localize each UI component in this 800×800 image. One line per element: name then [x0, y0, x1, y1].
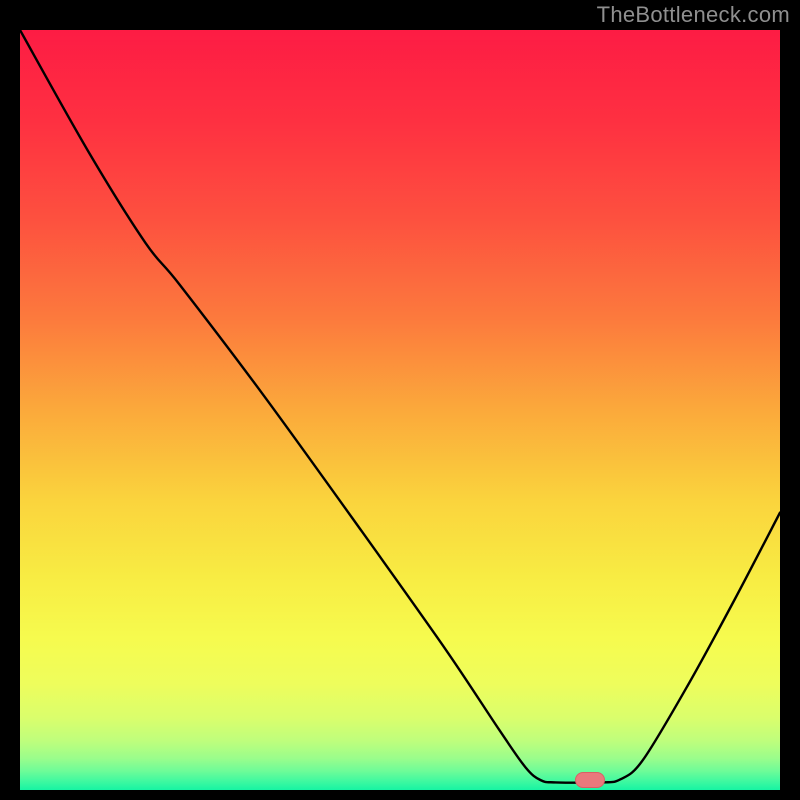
plot-background — [20, 30, 780, 790]
chart-frame: TheBottleneck.com — [0, 0, 800, 800]
plot-svg — [20, 30, 780, 790]
optimal-marker — [575, 772, 605, 788]
plot-area — [20, 30, 780, 790]
watermark-text: TheBottleneck.com — [597, 2, 790, 28]
